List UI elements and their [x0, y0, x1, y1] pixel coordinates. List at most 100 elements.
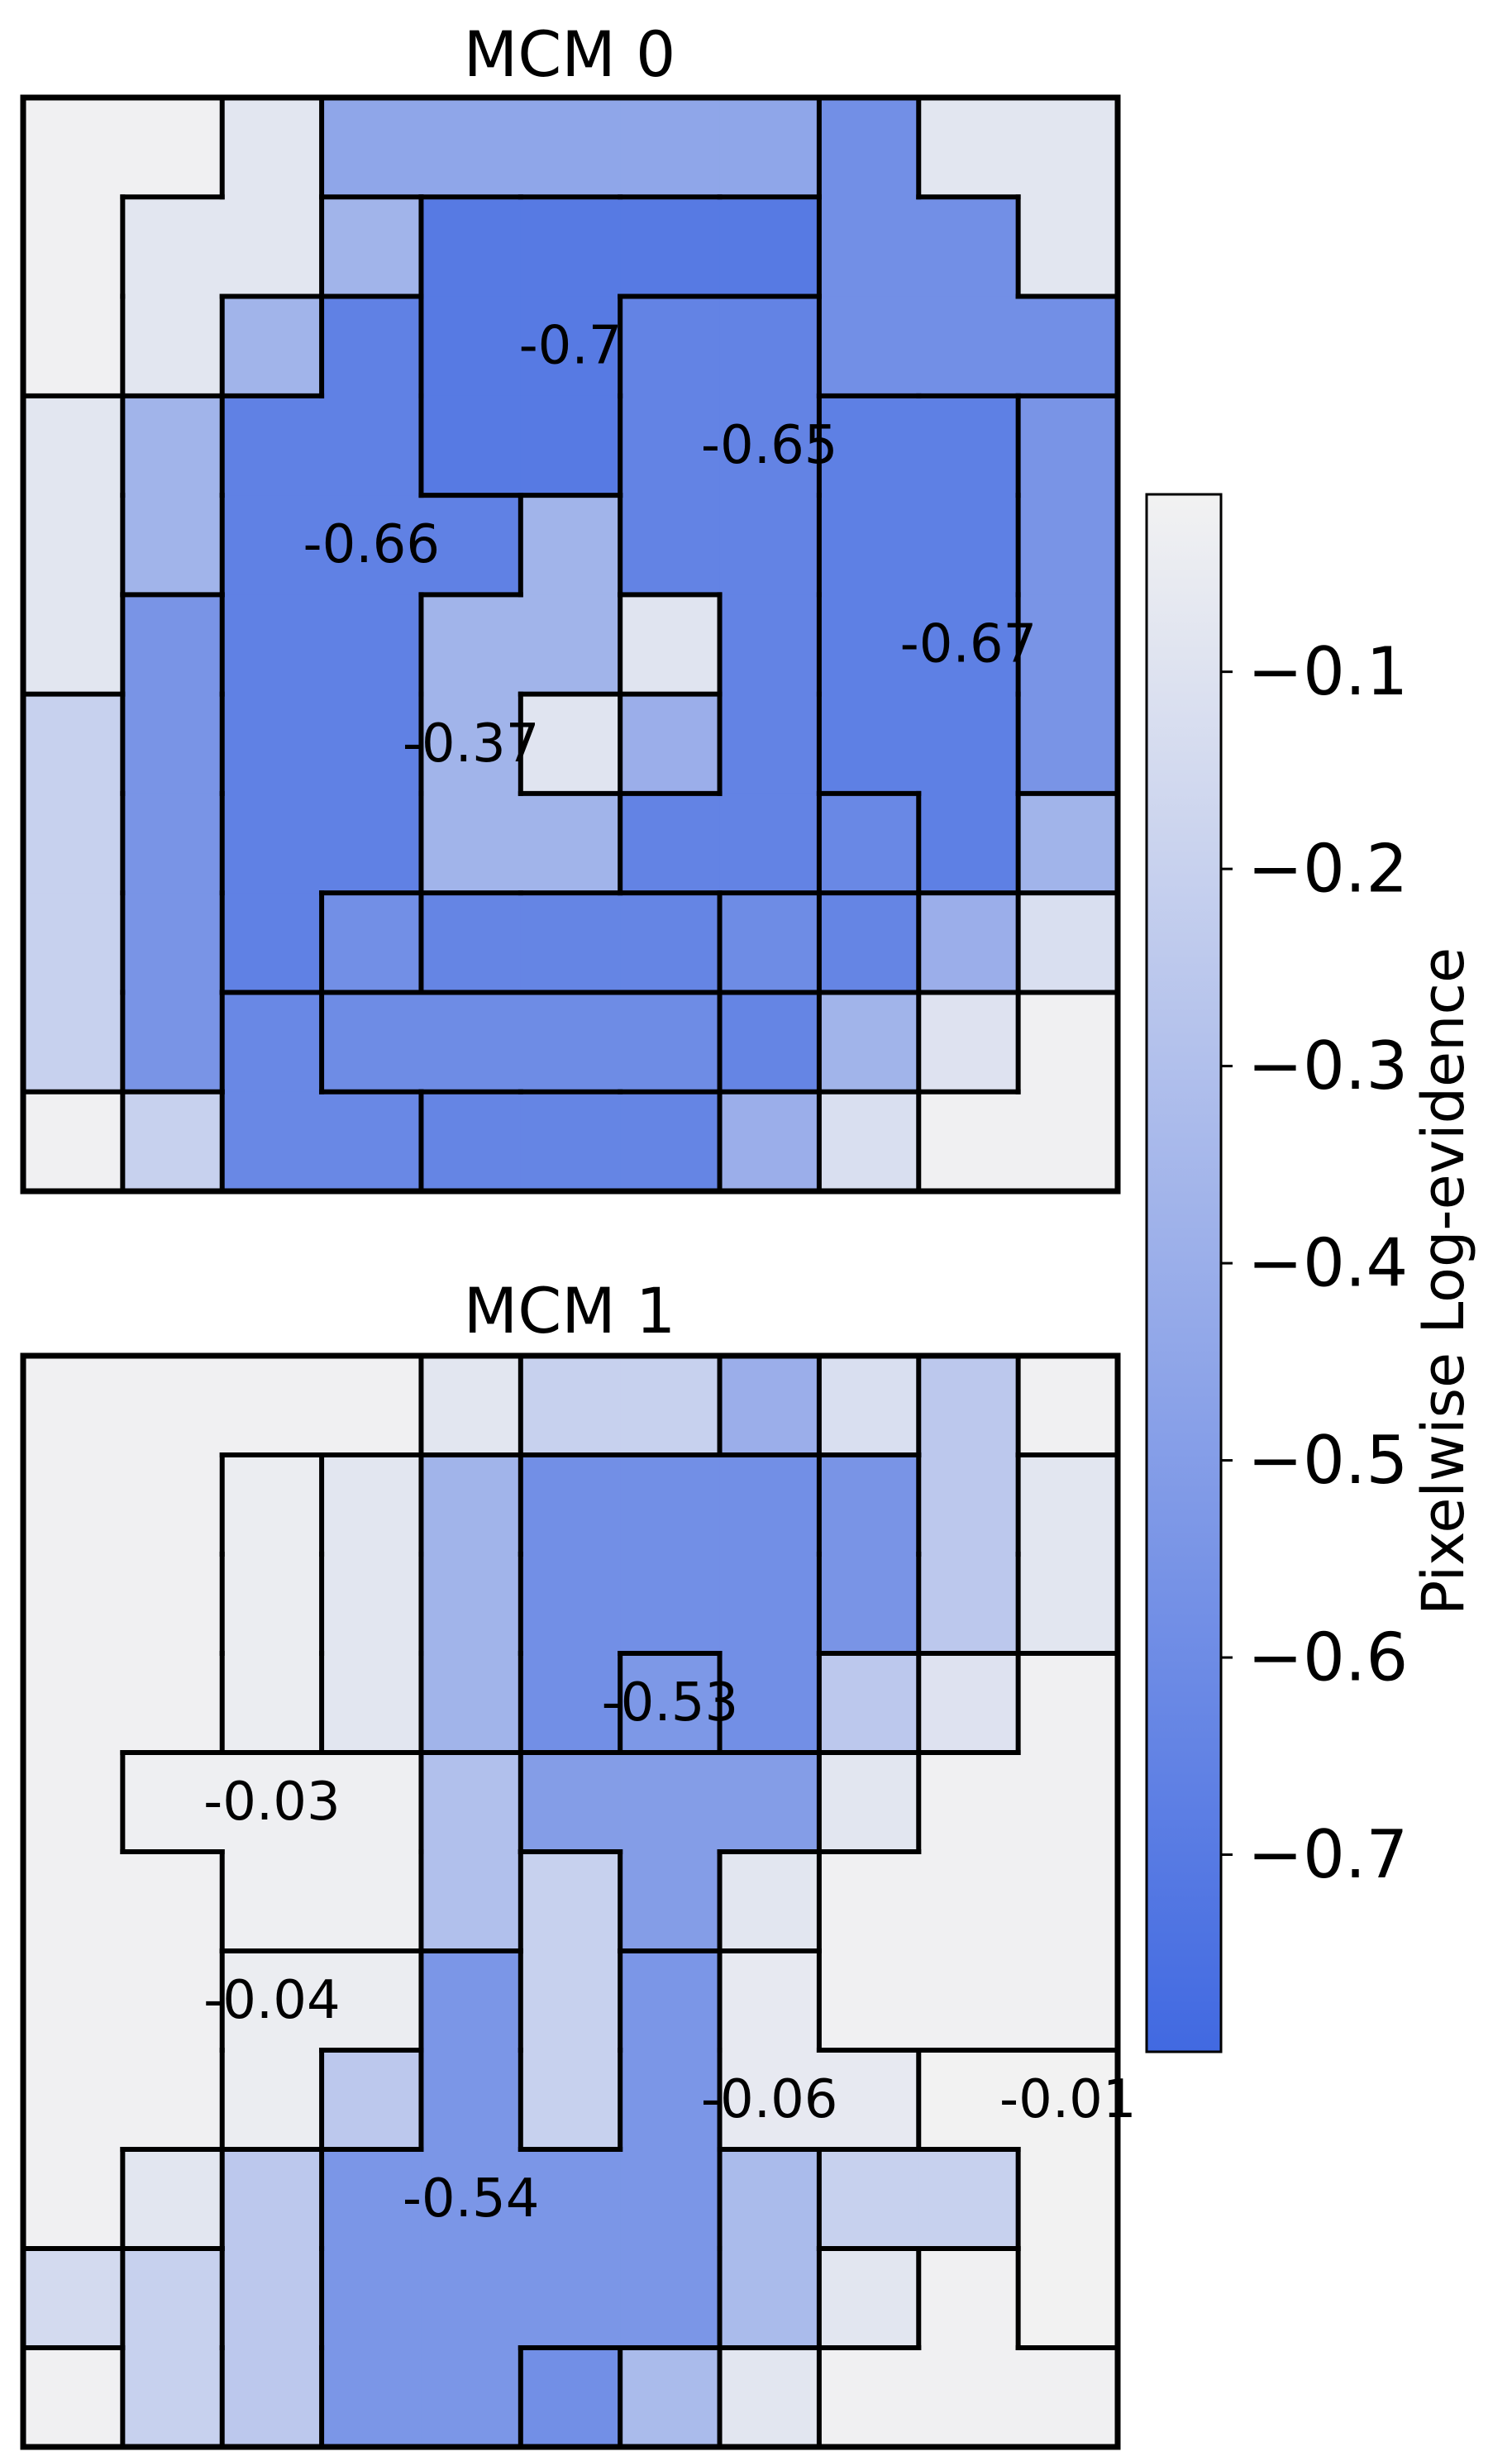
- heatmap-cell: [23, 793, 123, 894]
- heatmap-cell: [818, 395, 919, 496]
- heatmap-cell: [23, 2249, 123, 2349]
- heatmap-cell: [1018, 694, 1118, 794]
- heatmap-cell: [918, 98, 1019, 198]
- heatmap-cell: [719, 992, 820, 1093]
- heatmap-cell: [520, 1091, 621, 1192]
- colorbar-tick-label: −0.1: [1247, 633, 1408, 710]
- heatmap-cell: [322, 296, 422, 397]
- heatmap-cell: [719, 1091, 820, 1192]
- heatmap-cell: [122, 1091, 223, 1192]
- heatmap-cell: [23, 1951, 123, 2051]
- heatmap-cell: [322, 495, 422, 595]
- panel-frame: [20, 1352, 1121, 2450]
- heatmap-cell: [719, 1852, 820, 1952]
- heatmap-cell: [818, 296, 919, 397]
- heatmap-cell: [222, 2149, 322, 2249]
- heatmap-cell: [719, 296, 820, 397]
- heatmap-cell: [322, 1653, 422, 1753]
- heatmap-cell: [23, 1852, 123, 1952]
- heatmap-cell: [421, 1852, 522, 1952]
- panel-title-mcm1: MCM 1: [464, 1274, 676, 1347]
- heatmap-cell: [520, 197, 621, 298]
- heatmap-cell: [23, 1554, 123, 1654]
- heatmap-cell: [23, 1455, 123, 1555]
- region-value-label: -0.54: [403, 2168, 540, 2230]
- heatmap-cell: [122, 1455, 223, 1555]
- heatmap-cell: [322, 694, 422, 794]
- heatmap-cell: [1018, 793, 1118, 894]
- heatmap-cell: [222, 1852, 322, 1952]
- heatmap-cell: [818, 2050, 919, 2150]
- heatmap-cell: [322, 1753, 422, 1853]
- heatmap-cell: [520, 98, 621, 198]
- heatmap-cell: [918, 992, 1019, 1093]
- heatmap-cell: [421, 1554, 522, 1654]
- heatmap-cell: [421, 1455, 522, 1555]
- heatmap-cell: [620, 1753, 721, 1853]
- heatmap-cell: [23, 2050, 123, 2150]
- heatmap-cell: [421, 395, 522, 496]
- heatmap-cell: [818, 1753, 919, 1853]
- heatmap-cell: [222, 1091, 322, 1192]
- heatmap-cell: [520, 1852, 621, 1952]
- heatmap-cell: [122, 1653, 223, 1753]
- heatmap-cell: [122, 594, 223, 695]
- heatmap-cell: [620, 495, 721, 595]
- heatmap-cell: [620, 2249, 721, 2349]
- heatmap-cell: [1018, 495, 1118, 595]
- heatmap-cell: [1018, 893, 1118, 994]
- heatmap-cell: [520, 2348, 621, 2448]
- heatmap-cell: [520, 1455, 621, 1555]
- heatmap-cell: [719, 1951, 820, 2051]
- heatmap-cell: [520, 2050, 621, 2150]
- heatmap-cell: [122, 197, 223, 298]
- heatmap-cell: [520, 1554, 621, 1654]
- heatmap-cell: [818, 992, 919, 1093]
- heatmap-cell: [23, 98, 123, 198]
- heatmap-cell: [620, 2348, 721, 2448]
- heatmap-cell: [1018, 2249, 1118, 2349]
- heatmap-cell: [322, 992, 422, 1093]
- heatmap-cell: [23, 296, 123, 397]
- heatmap-cell: [818, 694, 919, 794]
- heatmap-cell: [322, 893, 422, 994]
- heatmap-cell: [122, 1753, 223, 1853]
- heatmap-cell: [918, 1356, 1019, 1456]
- heatmap-cell: [23, 694, 123, 794]
- heatmap-cell: [719, 594, 820, 695]
- heatmap-cell: [421, 893, 522, 994]
- heatmap-cell: [719, 98, 820, 198]
- heatmap-cell: [322, 1852, 422, 1952]
- heatmap-cell: [1018, 98, 1118, 198]
- heatmap-cell: [818, 1951, 919, 2051]
- heatmap-cell: [1018, 1852, 1118, 1952]
- heatmap-cell: [122, 2149, 223, 2249]
- region-value-label: -0.65: [701, 415, 838, 476]
- heatmap-cell: [421, 2348, 522, 2448]
- panel-title-mcm0: MCM 0: [464, 17, 676, 91]
- heatmap-cell: [1018, 1455, 1118, 1555]
- heatmap-cell: [818, 594, 919, 695]
- heatmap-cell: [421, 2149, 522, 2249]
- heatmap-cell: [719, 197, 820, 298]
- heatmap-cell: [918, 495, 1019, 595]
- heatmap-cell: [918, 395, 1019, 496]
- heatmap-cell: [520, 1753, 621, 1853]
- heatmap-cell: [23, 893, 123, 994]
- heatmap-cell: [818, 2348, 919, 2448]
- colorbar: −0.1 −0.2 −0.3 −0.4 −0.5 −0.6 −0.7 Pixelwise L…: [1145, 493, 1477, 2053]
- heatmap-cell: [520, 1951, 621, 2051]
- heatmap-cell: [122, 2050, 223, 2150]
- heatmap-cell: [122, 395, 223, 496]
- heatmap-cell: [222, 1951, 322, 2051]
- region-value-label: -0.66: [303, 514, 440, 575]
- heatmap-cell: [818, 2249, 919, 2349]
- heatmap-cell: [421, 296, 522, 397]
- heatmap-cell: [1018, 992, 1118, 1093]
- heatmap-cell: [620, 395, 721, 496]
- heatmap-cell: [620, 694, 721, 794]
- heatmap-cell: [918, 1554, 1019, 1654]
- heatmap-cell: [620, 1653, 721, 1753]
- heatmap-cell: [620, 992, 721, 1093]
- heatmap-cell: [620, 1356, 721, 1456]
